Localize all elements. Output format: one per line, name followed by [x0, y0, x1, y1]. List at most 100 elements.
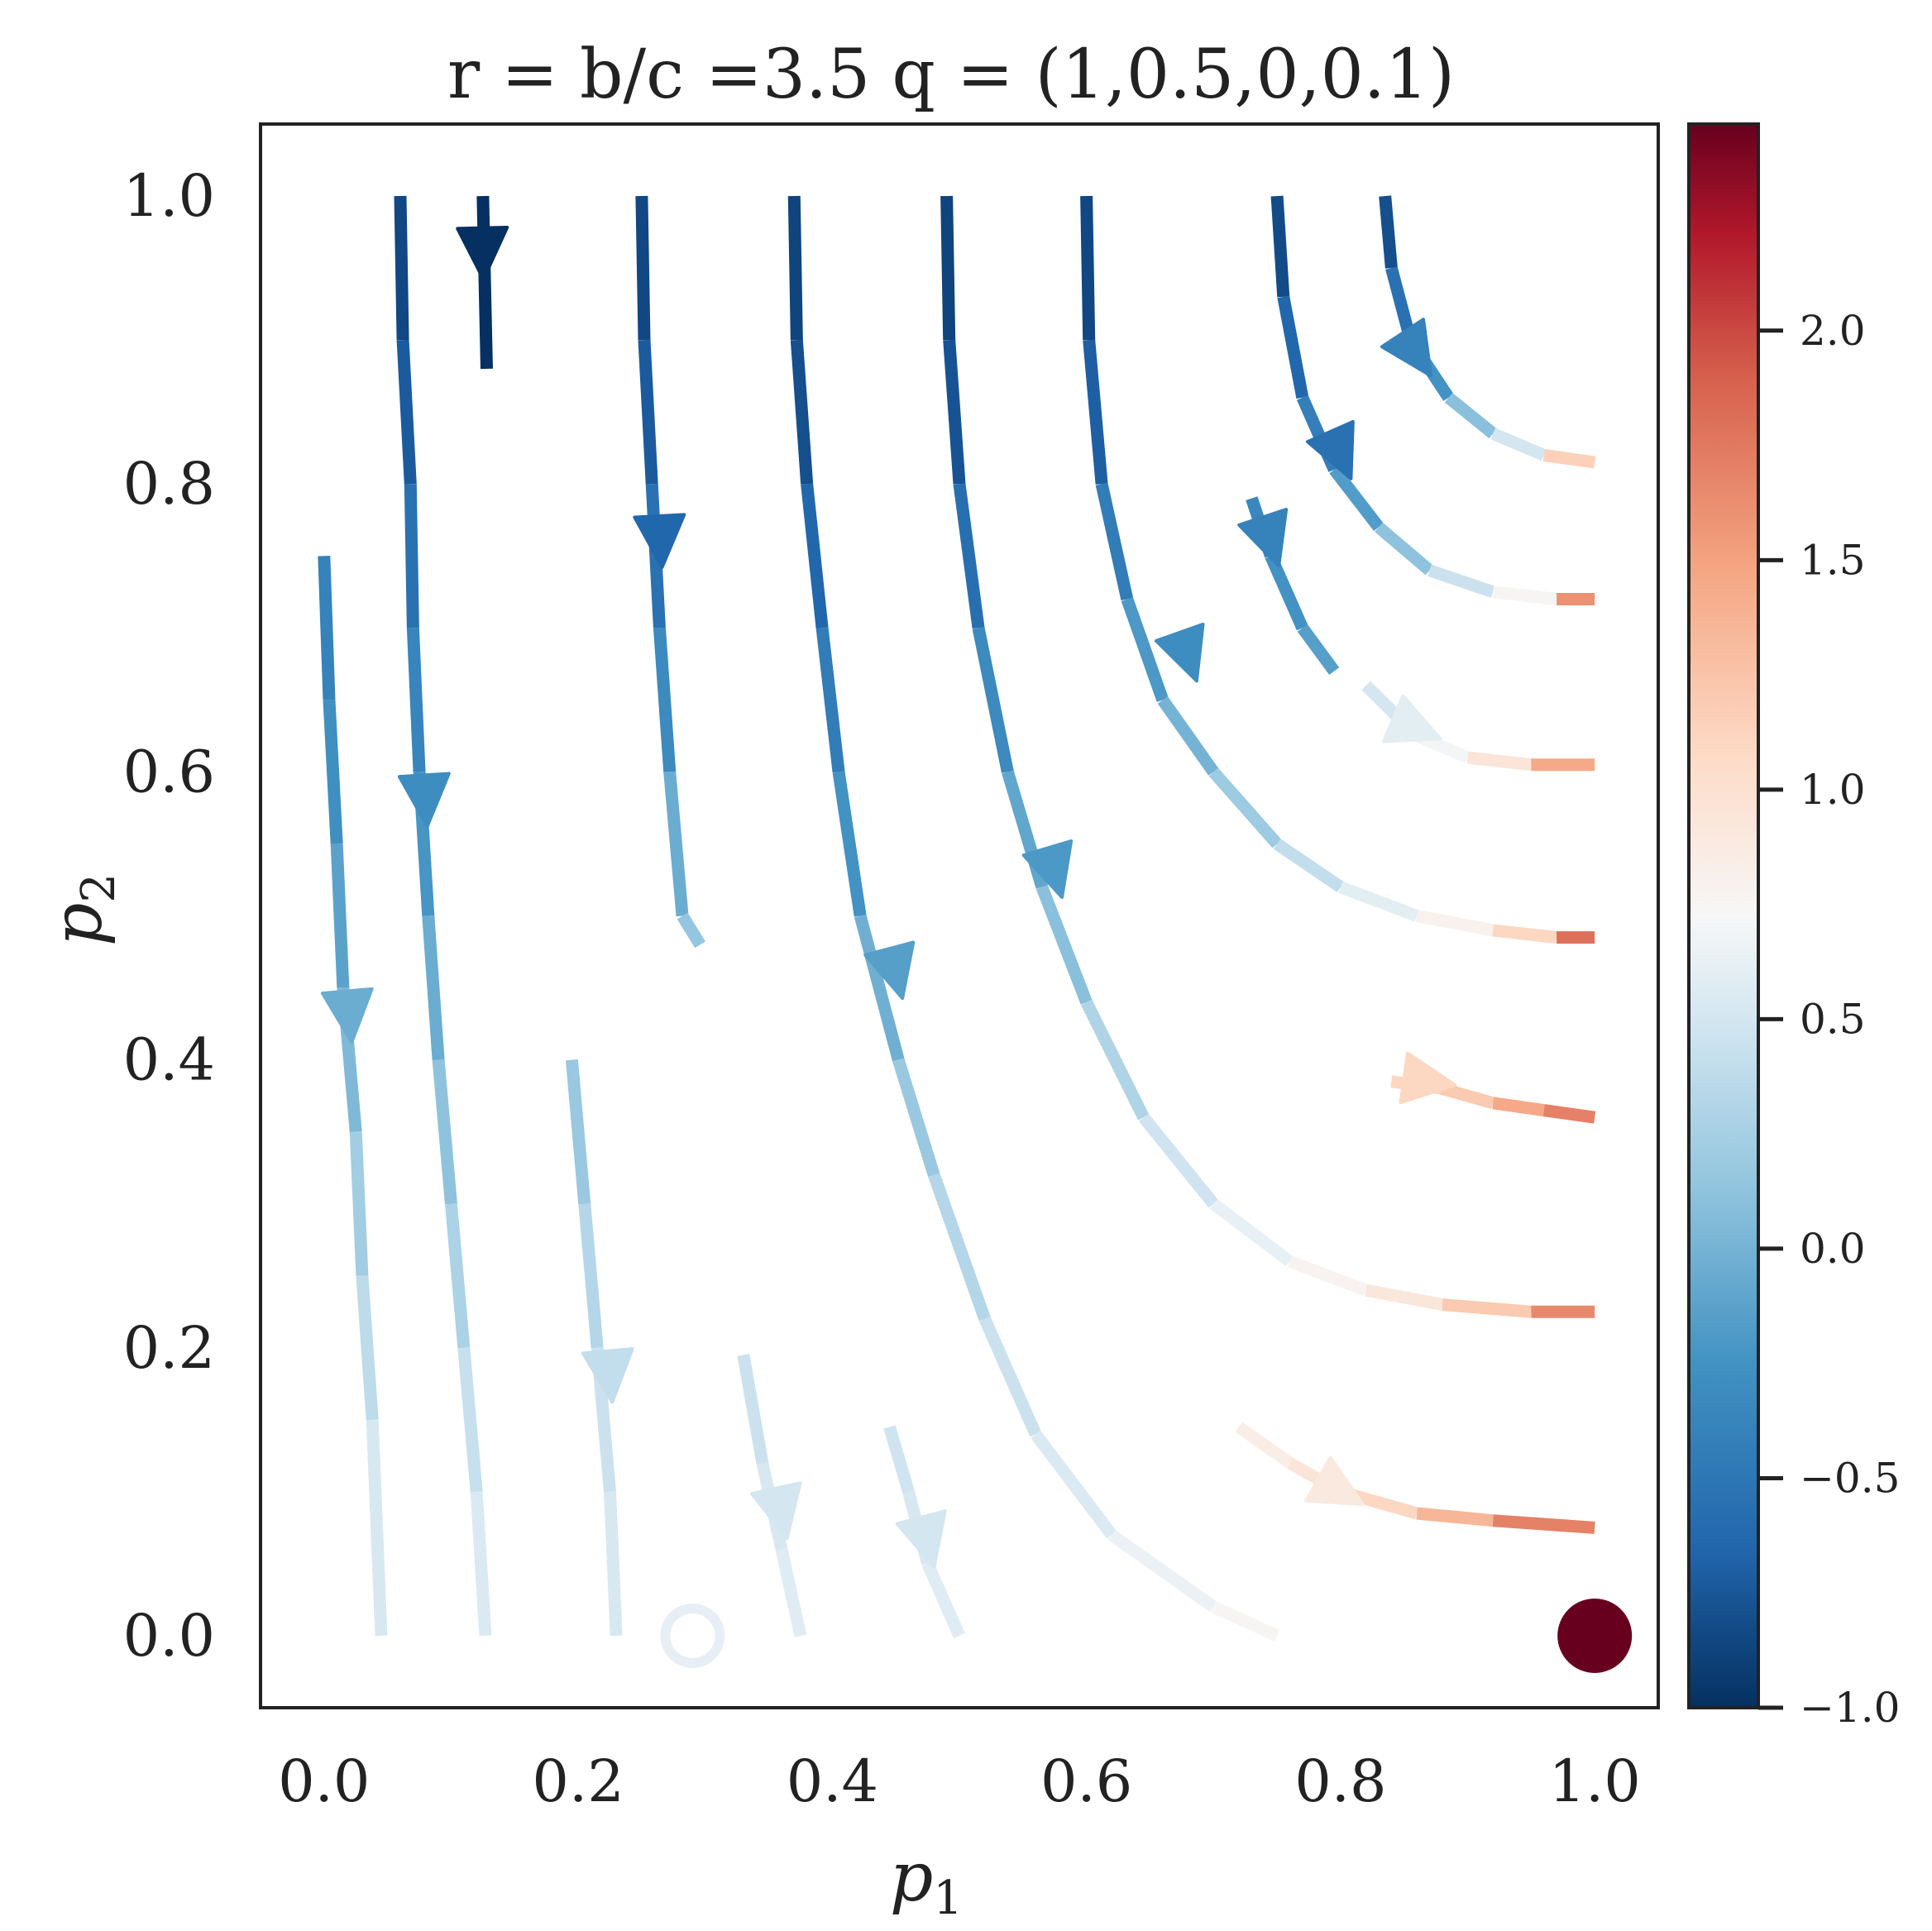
streamline-segment	[578, 1203, 604, 1349]
streamline-9	[1379, 195, 1596, 469]
streamline-segment	[432, 1059, 457, 1205]
x-axis: 0.0 0.2 0.4 0.6 0.8 1.0	[278, 1747, 1641, 1815]
streamline-segment	[323, 699, 343, 844]
streamline-segment	[1492, 586, 1557, 605]
streamline-segment	[1211, 1601, 1280, 1642]
streamline-segment	[1297, 624, 1340, 675]
streamline-segment	[1277, 295, 1309, 399]
streamline-arrow	[1154, 622, 1205, 683]
streamline-segment	[790, 339, 814, 485]
colorbar-tick-label: 2.0	[1800, 307, 1866, 355]
streamline-segment	[1329, 466, 1384, 532]
streamline-segment	[787, 195, 803, 341]
chart-title: r = b/c =3.5 q = (1,0.5,0,0.1)	[447, 36, 1455, 114]
streamline-segment	[604, 1491, 623, 1637]
streamline-segment	[775, 1547, 807, 1637]
streamline-arrow	[1021, 839, 1074, 899]
fixed-point-stable	[1557, 1598, 1633, 1673]
streamline-7	[1080, 195, 1595, 944]
streamline-segment	[1365, 1283, 1444, 1311]
streamline-segment	[1270, 195, 1290, 298]
streamline-segment	[1492, 1097, 1545, 1116]
streamline-arrow	[863, 940, 916, 1001]
streamline-segment	[663, 771, 689, 917]
colorbar-frame	[1687, 122, 1760, 1709]
streamline-16	[883, 1425, 965, 1638]
colorbar-tick-label: −0.5	[1800, 1454, 1900, 1502]
streamline-6	[940, 195, 1595, 1318]
streamline-segment	[422, 915, 445, 1061]
streamline-segment	[1427, 564, 1495, 598]
streamline-segment	[1416, 1507, 1494, 1527]
streamline-segment	[653, 627, 677, 772]
streamline-segment	[1157, 696, 1219, 776]
streamline-segment	[815, 627, 845, 773]
streamline-segment	[457, 1347, 483, 1493]
streamline-arrow	[1305, 419, 1355, 480]
colorbar-tick-label: 0.0	[1800, 1225, 1866, 1273]
streamline-arrow	[633, 513, 686, 569]
streamline-segment	[1492, 1514, 1595, 1534]
streamline-segment	[638, 339, 658, 485]
streamline-segment	[1338, 881, 1419, 922]
y-tick-label: 0.4	[123, 1026, 215, 1094]
streamline-segment	[854, 914, 905, 1062]
streamline-segment	[1235, 1422, 1294, 1469]
streamline-segment	[1442, 1298, 1532, 1318]
streamline-arrow	[1381, 694, 1442, 743]
streamline-segment	[928, 1173, 991, 1322]
streamline-11	[1361, 681, 1595, 772]
streamline-segment	[396, 339, 417, 485]
streamline-segment	[1542, 1104, 1596, 1124]
streamline-segment	[978, 1316, 1042, 1437]
streamline-segment	[921, 1561, 965, 1638]
y-axis-label: p2	[39, 873, 126, 946]
streamline-segment	[1444, 392, 1497, 439]
streamline-segment	[1083, 339, 1108, 485]
streamline-segment	[349, 1131, 369, 1277]
x-tick-label: 0.8	[1294, 1747, 1386, 1815]
streamline-arrow	[1380, 318, 1433, 378]
streamline-segment	[1108, 1529, 1217, 1613]
y-tick-label: 0.6	[123, 738, 215, 805]
streamline-segment	[1080, 999, 1150, 1121]
streamline-arrow	[320, 987, 374, 1044]
streamline-segment	[1031, 1430, 1117, 1539]
streamline-segment	[940, 195, 956, 341]
streamline-segment	[1138, 1113, 1219, 1208]
streamline-arrow	[397, 772, 451, 829]
streamline-segment	[1379, 195, 1398, 269]
streamline-arrow	[1399, 1051, 1457, 1105]
colorbar: −1.0 −0.5 0.0 0.5 1.0 1.5 2.0	[1687, 122, 1900, 1732]
y-axis-label-subscript: 2	[72, 873, 126, 903]
streamline-segment	[832, 771, 867, 917]
streamline-segment	[1440, 1083, 1495, 1110]
colorbar-tick-label: 0.5	[1800, 995, 1866, 1043]
streamline-segment	[883, 1425, 915, 1494]
streamline-segment	[972, 626, 1014, 773]
streamline-2	[394, 195, 492, 1637]
y-tick-label: 0.0	[123, 1602, 215, 1670]
streamline-segment	[1080, 195, 1096, 341]
streamline-15	[737, 1354, 807, 1637]
streamline-segment	[330, 844, 350, 988]
streamline-segment	[1208, 767, 1282, 848]
streamline-3	[318, 556, 388, 1637]
streamline-segment	[1375, 522, 1434, 576]
streamline-segment	[677, 912, 705, 949]
x-tick-label: 0.0	[278, 1747, 370, 1815]
x-axis-label: p1	[890, 1838, 963, 1925]
fixed-point-unstable	[660, 1603, 725, 1668]
streamline-arrow	[1237, 508, 1289, 568]
streamline-10	[1237, 496, 1340, 675]
streamline-segment	[1542, 448, 1596, 469]
y-axis-label-main: p	[39, 903, 117, 947]
streamline-segment	[737, 1354, 769, 1465]
streamline-segment	[1265, 553, 1308, 631]
plot-frame	[259, 122, 1660, 1709]
streamline-segment	[565, 1059, 591, 1205]
streamline-segment	[1121, 597, 1169, 702]
streamline-arrow	[581, 1347, 634, 1404]
x-tick-label: 0.2	[532, 1747, 624, 1815]
